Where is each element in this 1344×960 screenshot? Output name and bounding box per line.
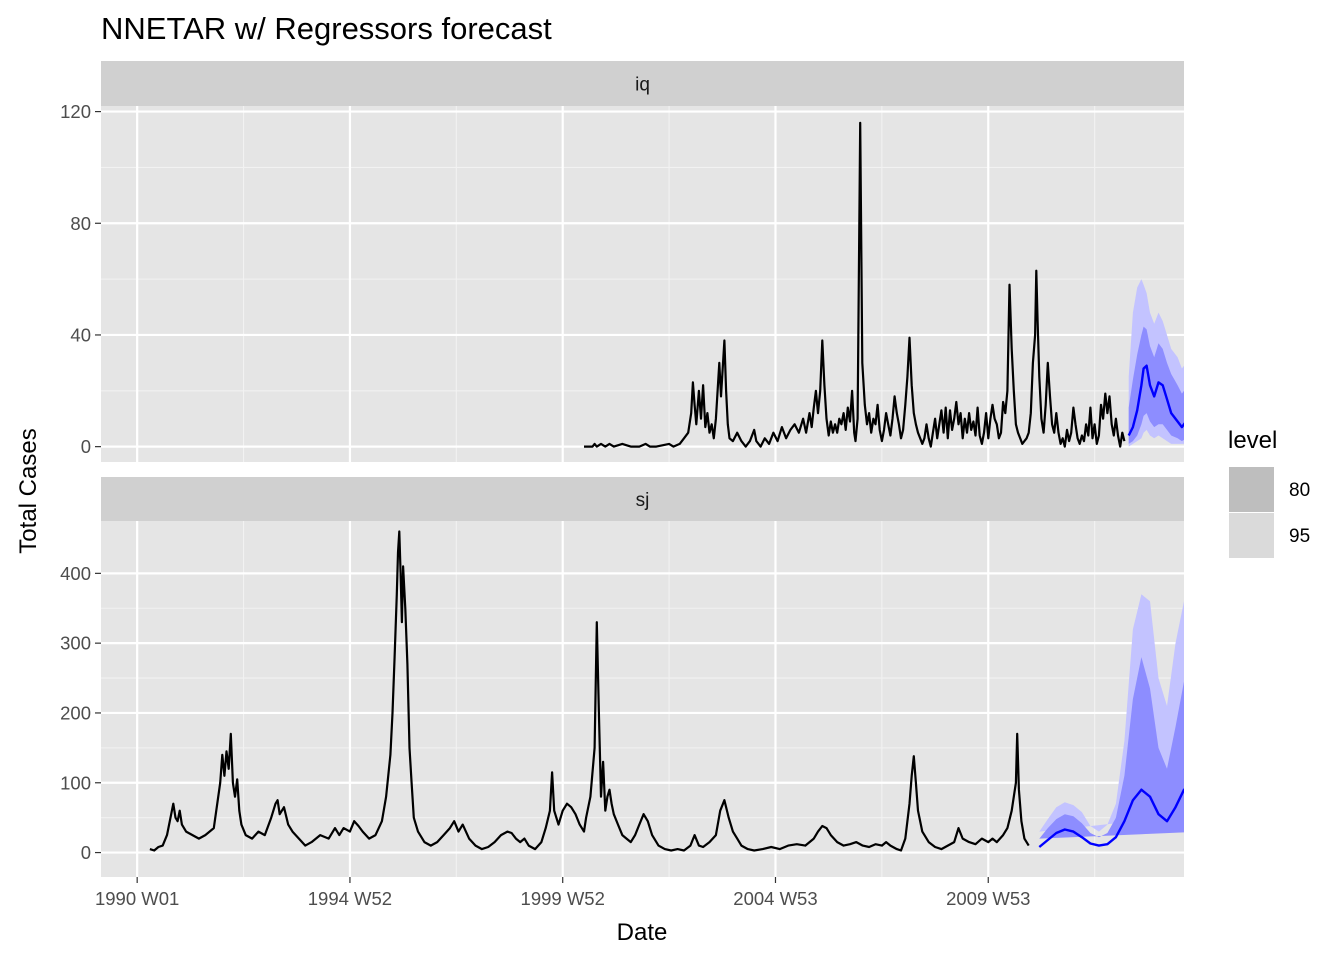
y-tick-label: 0 <box>81 436 91 457</box>
forecast-band-80 <box>1128 326 1184 444</box>
facet-strip-sj <box>101 477 1184 521</box>
x-tick-label: 2004 W53 <box>733 888 817 909</box>
y-axis-label: Total Cases <box>15 428 42 553</box>
legend-key-95 <box>1229 513 1274 558</box>
y-tick-label: 200 <box>60 702 91 723</box>
facet-panel-sj: sj 0 100 200 300 400 <box>60 477 1184 877</box>
facet-strip-iq <box>101 61 1184 106</box>
legend-label: 80 <box>1289 480 1310 501</box>
history-line <box>149 530 1030 852</box>
x-axis: 1990 W01 1994 W52 1999 W52 2004 W53 2009 W53 <box>95 877 1030 909</box>
y-tick-label: 100 <box>60 772 91 793</box>
x-tick-label: 1999 W52 <box>521 888 605 909</box>
y-tick-label: 300 <box>60 633 91 654</box>
x-axis-label: Date <box>617 919 668 946</box>
data-layer <box>584 121 1184 448</box>
y-tick-label: 400 <box>60 563 91 584</box>
history-line <box>584 121 1126 448</box>
legend-label: 95 <box>1289 526 1310 547</box>
forecast-mean-line <box>1038 788 1184 848</box>
panel-background <box>101 106 1184 462</box>
x-tick-label: 2009 W53 <box>946 888 1030 909</box>
facet-panels: iq 0 40 80 120 sj 0 100 200 300 400 <box>60 61 1184 877</box>
facet-strip-label: sj <box>636 490 650 511</box>
data-layer <box>149 530 1184 852</box>
x-tick-label: 1994 W52 <box>308 888 392 909</box>
forecast-mean-line <box>1127 364 1184 437</box>
y-tick-label: 40 <box>70 324 91 345</box>
y-tick-label: 0 <box>81 842 91 863</box>
legend-title: level <box>1228 427 1277 454</box>
y-tick-label: 80 <box>70 213 91 234</box>
y-tick-label: 120 <box>60 101 91 122</box>
chart-title: NNETAR w/ Regressors forecast <box>101 11 552 46</box>
facet-panel-iq: iq 0 40 80 120 <box>60 61 1184 462</box>
x-tick-label: 1990 W01 <box>95 888 179 909</box>
legend: level 80 95 <box>1228 427 1310 558</box>
forecast-band-80 <box>1039 657 1184 839</box>
legend-key-80 <box>1229 467 1274 512</box>
facet-strip-label: iq <box>635 75 650 96</box>
